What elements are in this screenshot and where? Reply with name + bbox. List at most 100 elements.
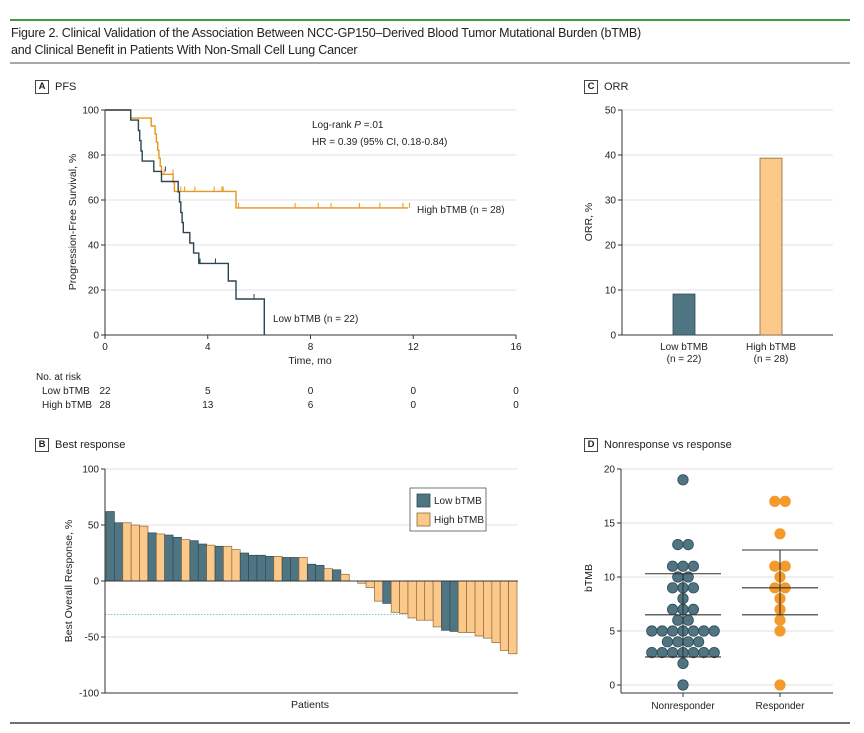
dot-low <box>672 614 684 626</box>
waterfall-bar-low <box>315 564 325 582</box>
waterfall-bar-high <box>181 539 191 582</box>
panel-a-pfs-chart: Log-rank P =.01 HR = 0.39 (95% CI, 0.18-… <box>36 106 522 412</box>
dot-low <box>666 582 679 594</box>
dot-low <box>682 636 694 648</box>
waterfall-bar-high <box>206 544 216 582</box>
km-curve-low <box>105 109 265 335</box>
waterfall-bar-low <box>281 557 291 582</box>
dot-low <box>682 538 694 551</box>
waterfall-bar-high <box>390 580 400 613</box>
waterfall-bar-high <box>499 580 509 651</box>
waterfall-bar-high <box>323 568 333 582</box>
panel-b-waterfall-chart: Patients Best Overall Response, % 100 50 0… <box>63 465 518 711</box>
waterfall-bar-low <box>248 554 258 582</box>
dot-responder <box>779 495 791 507</box>
d-ytick-label: 5 <box>609 627 615 638</box>
panel-a-title: PFS <box>55 81 77 93</box>
top-rule <box>10 19 850 21</box>
orr-category-sublabel: (n = 28) <box>754 354 789 365</box>
panel-a-letter: A <box>35 80 49 94</box>
dot-responder <box>774 614 786 626</box>
waterfall-bar-high <box>474 580 484 637</box>
b-ytick-label: 100 <box>82 465 99 476</box>
d-ytick-label: 10 <box>604 573 616 584</box>
dot-responder <box>779 560 791 572</box>
waterfall-bar-low <box>197 543 208 582</box>
orr-category-label: Low bTMB <box>660 342 708 353</box>
dot-low <box>666 625 679 637</box>
waterfall-bar-high <box>407 580 417 619</box>
a-xtick-label: 12 <box>408 342 420 353</box>
waterfall-bar-low <box>189 540 199 582</box>
waterfall-bar-high <box>432 580 442 628</box>
waterfall-bar-high <box>298 557 308 582</box>
panel-c-label: C ORR <box>584 80 628 94</box>
a-ytick-label: 100 <box>82 106 99 117</box>
dot-low <box>656 625 668 637</box>
logrank-annotation: Log-rank P =.01 <box>312 120 384 131</box>
waterfall-bar-low <box>306 563 317 582</box>
dot-low <box>672 538 684 551</box>
waterfall-bar-high <box>273 556 283 582</box>
at-risk-row-high-label: High bTMB <box>42 400 92 411</box>
c-ylabel: ORR, % <box>583 203 595 242</box>
panel-c-title: ORR <box>604 81 629 93</box>
panel-c-letter: C <box>584 80 598 94</box>
low-series-label: Low bTMB (n = 22) <box>273 314 358 325</box>
title-rule <box>10 62 850 64</box>
waterfall-bar-low <box>114 522 124 582</box>
b-ytick-label: -100 <box>79 689 99 700</box>
at-risk-value: 0 <box>513 400 519 411</box>
panel-d-title: Nonresponse vs response <box>604 439 732 451</box>
dot-low <box>661 636 674 648</box>
legend-swatch-low <box>416 493 431 508</box>
waterfall-bar-low <box>332 569 342 582</box>
dot-low <box>646 625 658 637</box>
at-risk-value: 0 <box>513 386 519 397</box>
waterfall-bar-high <box>399 580 409 614</box>
waterfall-bar-low <box>441 580 451 631</box>
c-ytick-label: 40 <box>605 151 617 162</box>
a-ytick-label: 0 <box>93 331 99 342</box>
waterfall-bar-high <box>340 573 350 582</box>
b-ytick-label: -50 <box>85 633 100 644</box>
dot-low <box>708 625 720 637</box>
waterfall-bar-high <box>374 580 384 602</box>
a-ytick-label: 40 <box>88 241 100 252</box>
waterfall-bar-high <box>457 580 468 633</box>
d-ytick-label: 20 <box>604 465 616 476</box>
waterfall-bar-high <box>365 580 375 589</box>
at-risk-value: 5 <box>205 386 211 397</box>
dot-low <box>677 474 689 486</box>
bottom-rule <box>10 722 850 724</box>
dot-responder <box>769 560 781 572</box>
orr-bar-high <box>759 157 783 336</box>
c-ytick-label: 0 <box>610 331 616 342</box>
c-ytick-label: 10 <box>605 286 617 297</box>
a-xlabel: Time, mo <box>288 355 332 367</box>
a-xtick-label: 4 <box>205 342 211 353</box>
waterfall-bar-low <box>449 580 459 632</box>
at-risk-value: 6 <box>308 400 314 411</box>
dot-low <box>687 646 700 659</box>
b-ytick-label: 50 <box>88 521 100 532</box>
c-ytick-label: 20 <box>605 241 617 252</box>
figure-title-line2: and Clinical Benefit in Patients With No… <box>11 43 358 57</box>
dot-low <box>682 614 694 626</box>
dot-low <box>677 657 689 670</box>
dot-responder <box>774 528 786 540</box>
a-ylabel: Progression-Free Survival, % <box>67 154 79 291</box>
waterfall-bar-low <box>164 534 174 582</box>
waterfall-bar-low <box>105 511 115 582</box>
a-ytick-label: 80 <box>88 151 100 162</box>
a-ytick-label: 20 <box>88 286 100 297</box>
dot-low <box>666 603 679 616</box>
dot-low <box>666 646 679 659</box>
waterfall-bar-high <box>139 525 149 582</box>
waterfall-bar-high <box>122 522 132 582</box>
b-ylabel: Best Overall Response, % <box>63 520 75 643</box>
orr-category-sublabel: (n = 22) <box>667 354 702 365</box>
waterfall-bar-low <box>172 536 182 582</box>
dot-low <box>692 636 705 648</box>
